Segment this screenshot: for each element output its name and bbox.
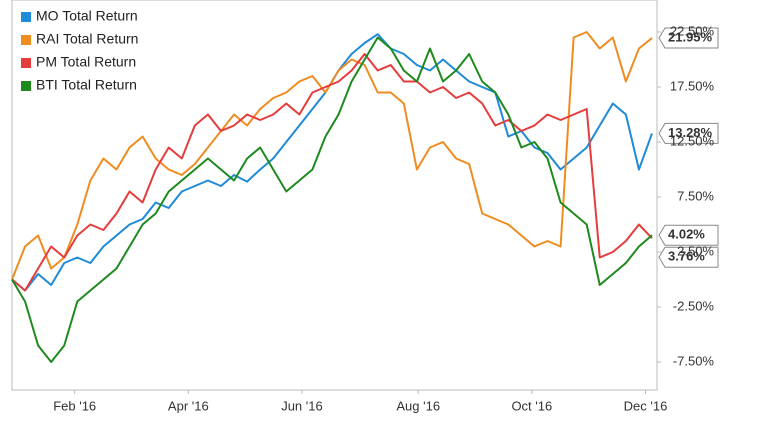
- legend-box: [13, 1, 165, 99]
- series-line: [11, 31, 653, 280]
- value-label: 3.76%: [668, 249, 705, 264]
- label-box: [658, 224, 719, 246]
- legend-label: RAI Total Return: [36, 31, 138, 47]
- legend-swatch: [21, 58, 31, 68]
- value-label: 13.28%: [668, 125, 713, 140]
- y-tick-label: -2.50%: [673, 298, 715, 313]
- series-line: [11, 53, 653, 292]
- legend-swatch: [21, 81, 31, 91]
- y-tick-label: 7.50%: [677, 188, 714, 203]
- x-tick-label: Oct '16: [511, 398, 552, 413]
- legend-label: PM Total Return: [36, 54, 136, 70]
- legend-swatch: [21, 12, 31, 22]
- label-box: [658, 246, 719, 268]
- x-tick-label: Aug '16: [396, 398, 440, 413]
- value-label: 4.02%: [668, 227, 705, 242]
- legend-label: MO Total Return: [36, 8, 138, 24]
- x-tick-label: Feb '16: [53, 398, 96, 413]
- x-tick-label: Jun '16: [281, 398, 323, 413]
- label-box: [658, 27, 719, 49]
- legend-label: BTI Total Return: [36, 77, 137, 93]
- x-tick-label: Dec '16: [624, 398, 668, 413]
- y-tick-label: 12.50%: [670, 133, 715, 148]
- legend-swatch: [21, 35, 31, 45]
- value-label: 21.95%: [668, 29, 713, 44]
- label-box: [658, 122, 719, 144]
- y-tick-label: 22.50%: [670, 23, 715, 38]
- y-tick-label: 2.50%: [677, 243, 714, 258]
- plot-frame: [11, 0, 658, 391]
- overlay: 21.95% 13.28% 4.02% 3.76% MO Total Return RAI…: [13, 1, 719, 268]
- series-line: [11, 36, 653, 363]
- lines: [11, 31, 653, 363]
- y-tick-label: 17.50%: [670, 78, 715, 93]
- y-tick-label: -7.50%: [673, 353, 715, 368]
- x-tick-label: Apr '16: [168, 398, 209, 413]
